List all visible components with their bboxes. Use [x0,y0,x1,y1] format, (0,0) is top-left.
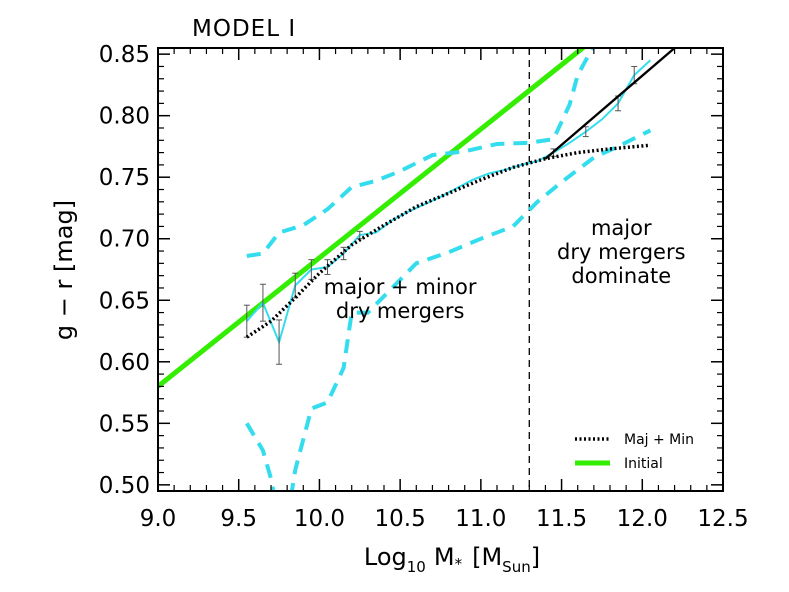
error-bar [340,246,347,261]
plot-frame [157,47,724,492]
annotation-text: major + minor [324,275,477,299]
x-tick-label: 11.5 [536,506,587,532]
error-bar [243,304,250,338]
x-tick-label: 9.0 [140,506,177,532]
chart-title: MODEL I [192,16,296,42]
black-fit-line [544,48,676,160]
y-tick-label: 0.60 [99,350,150,376]
upper-dashed-line [246,48,595,258]
error-bar [259,283,266,322]
series-majmin-line [245,143,651,339]
y-tick-label: 0.65 [99,288,150,314]
tick-layer: 9.0 9.5 10.0 10.5 11.0 11.5 12.0 12.5 0.50 0.55 0.… [99,42,749,532]
x-tick-label: 11.0 [455,506,506,532]
error-bar [324,259,331,275]
y-tick-label: 0.85 [99,42,150,68]
annotation-text: dominate [571,264,671,288]
lower-dashed-line [245,128,652,491]
x-tick-label: 9.5 [220,506,257,532]
series-initial-line [158,48,587,389]
x-tick-label: 10.0 [294,506,345,532]
y-tick-label: 0.80 [99,104,150,130]
y-tick-label: 0.70 [99,227,150,253]
x-tick-label: 12.0 [617,506,668,532]
error-bar [276,319,283,365]
y-tick-label: 0.75 [99,165,150,191]
legend-label: Initial [624,456,663,472]
x-axis-label: Log10 M* [MSun] [364,543,540,576]
series-layer [158,48,676,491]
y-tick-label: 0.55 [99,411,150,437]
y-axis-label: g − r [mag] [50,200,78,340]
error-bar [582,126,589,138]
annotation-text: major [591,216,652,240]
legend-label: Maj + Min [624,432,694,448]
annotation-text: dry mergers [336,299,465,323]
cyan-data-line [246,59,652,346]
x-tick-label: 10.5 [375,506,426,532]
annotation-text: dry mergers [557,240,686,264]
y-tick-label: 0.50 [99,473,150,499]
x-tick-label: 12.5 [697,506,748,532]
